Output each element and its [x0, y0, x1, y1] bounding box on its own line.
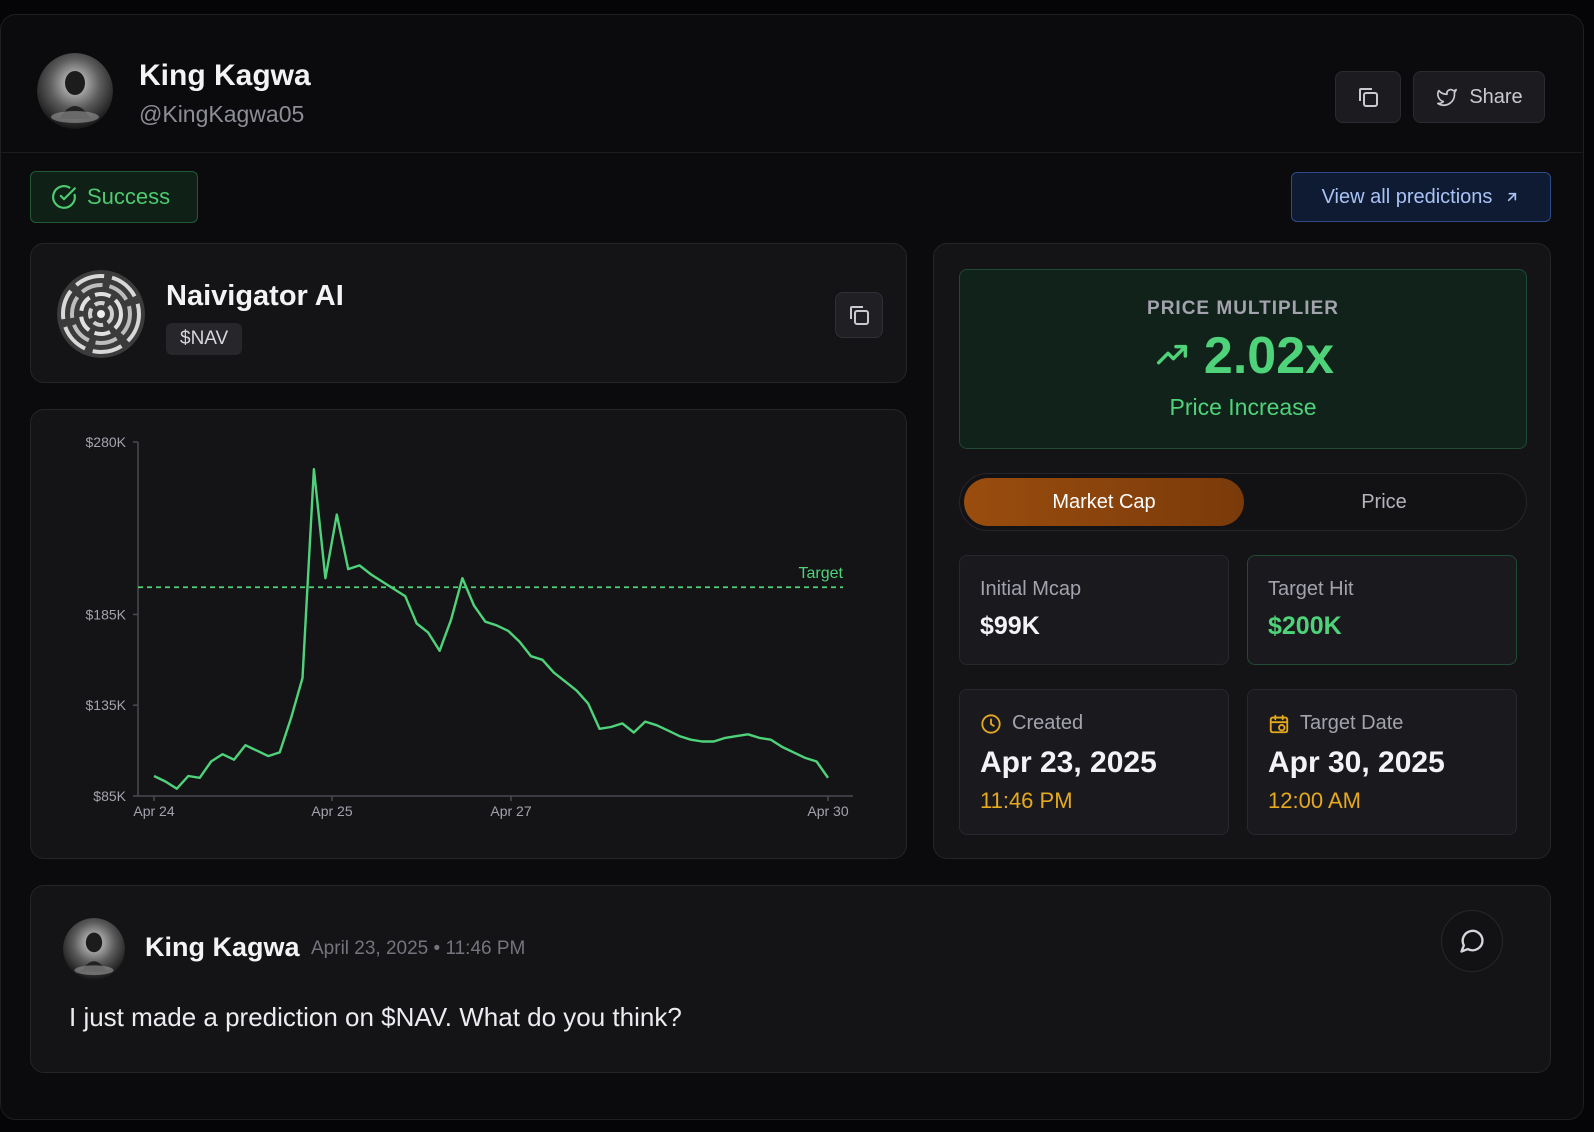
initial-mcap-label: Initial Mcap [980, 578, 1082, 600]
toggle-price[interactable]: Price [1361, 490, 1407, 513]
y-tick-label: $185K [86, 606, 127, 622]
multiplier-value-row: 2.02x [960, 326, 1526, 386]
arrow-up-right-icon [1508, 192, 1517, 202]
post-text: I just made a prediction on $NAV. What d… [69, 1002, 682, 1032]
target-date-label-row: Target Date [1268, 712, 1403, 735]
token-ticker-badge: $NAV [166, 323, 243, 355]
share-label: Share [1469, 85, 1523, 108]
created-time: 11:46 PM [980, 788, 1073, 813]
target-date: Apr 30, 2025 [1268, 746, 1445, 779]
token-card: Naivigator AI $NAV [30, 243, 907, 383]
post-avatar[interactable] [63, 918, 125, 980]
profile-handle[interactable]: @KingKagwa05 [139, 101, 305, 127]
avatar[interactable] [37, 53, 113, 129]
status-label: Success [87, 184, 171, 209]
token-logo [57, 270, 145, 358]
y-tick-label: $280K [86, 434, 127, 450]
post-card: King Kagwa April 23, 2025 • 11:46 PM I j… [30, 885, 1551, 1073]
calendar-icon [1269, 714, 1289, 733]
target-time: 12:00 AM [1268, 788, 1361, 813]
prediction-stats-panel: PRICE MULTIPLIER 2.02x Price Increase Ma… [933, 243, 1551, 859]
created-card: Created Apr 23, 2025 11:46 PM [959, 689, 1229, 835]
target-date-label: Target Date [1300, 712, 1404, 734]
target-date-card: Target Date Apr 30, 2025 12:00 AM [1247, 689, 1517, 835]
view-all-label: View all predictions [1321, 185, 1493, 208]
target-label: Target [799, 565, 844, 582]
x-tick-label: Apr 27 [490, 803, 531, 819]
price-chart-card: $280K $185K $135K $85K Apr 24 Apr 25 Apr 27 Apr… [30, 409, 907, 859]
x-tick-label: Apr 25 [311, 803, 352, 819]
view-all-predictions-button[interactable]: View all predictions [1291, 172, 1551, 222]
target-hit-value: $200K [1268, 612, 1342, 640]
target-hit-label: Target Hit [1268, 578, 1354, 600]
multiplier-label: PRICE MULTIPLIER [1147, 298, 1339, 319]
initial-mcap-card: Initial Mcap $99K [959, 555, 1229, 665]
created-label: Created [1012, 712, 1084, 734]
multiplier-value: 2.02x [1203, 327, 1335, 385]
copy-icon [850, 306, 869, 325]
comment-button[interactable] [1441, 910, 1503, 972]
trending-up-icon [1156, 344, 1187, 365]
status-badge: Success [30, 171, 198, 223]
token-name: Naivigator AI [166, 280, 344, 312]
created-label-row: Created [980, 712, 1083, 735]
price-multiplier-card: PRICE MULTIPLIER 2.02x Price Increase [959, 269, 1527, 449]
x-tick-label: Apr 24 [133, 803, 174, 819]
post-author: King Kagwa [145, 932, 300, 962]
y-tick-label: $135K [86, 697, 127, 713]
profile-header: King Kagwa @KingKagwa05 Share [1, 15, 1583, 153]
post-timestamp: April 23, 2025 • 11:46 PM [311, 938, 526, 959]
check-circle-icon [52, 185, 76, 209]
series-line [153, 468, 829, 790]
initial-mcap-value: $99K [980, 612, 1040, 640]
target-hit-card: Target Hit $200K [1247, 555, 1517, 665]
prediction-window: King Kagwa @KingKagwa05 Share Success Vi… [0, 14, 1584, 1120]
toggle-market-cap[interactable]: Market Cap [964, 478, 1244, 526]
created-date: Apr 23, 2025 [980, 746, 1157, 779]
copy-icon [1359, 88, 1378, 107]
x-tick-label: Apr 30 [807, 803, 848, 819]
twitter-icon [1437, 88, 1458, 107]
copy-token-button[interactable] [835, 292, 883, 338]
market-cap-chart: $280K $185K $135K $85K Apr 24 Apr 25 Apr 27 Apr… [86, 434, 853, 819]
y-tick-label: $85K [93, 788, 126, 804]
share-button[interactable]: Share [1413, 71, 1545, 123]
copy-button[interactable] [1335, 71, 1401, 123]
profile-name: King Kagwa [139, 59, 311, 92]
clock-icon [981, 713, 1001, 734]
chart-mode-toggle: Market Cap Price [959, 473, 1527, 531]
message-circle-icon [1460, 929, 1484, 953]
multiplier-subtitle: Price Increase [1169, 394, 1317, 420]
